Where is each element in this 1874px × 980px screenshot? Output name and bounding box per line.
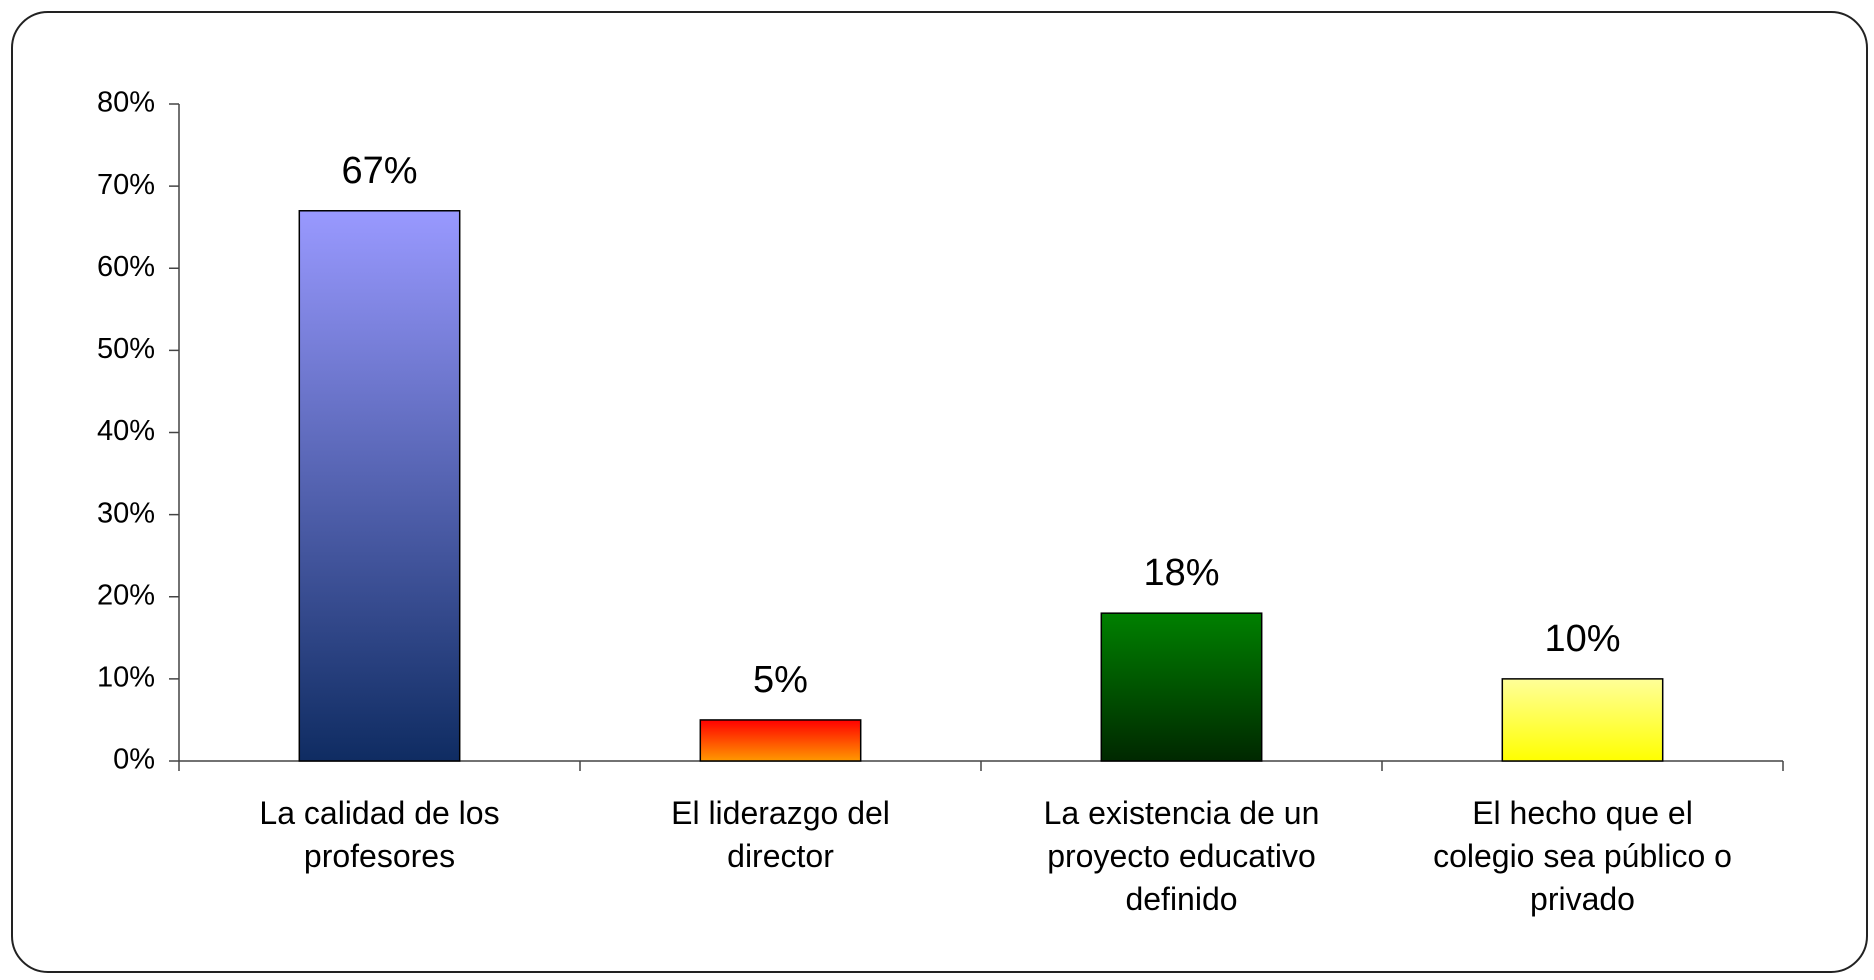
y-tick-label: 60% (97, 251, 155, 283)
value-label: 18% (1143, 552, 1219, 594)
bar (699, 719, 862, 762)
frame (11, 11, 1868, 973)
y-tick-label: 10% (97, 662, 155, 694)
bar (1100, 612, 1263, 762)
y-tick-label: 50% (97, 333, 155, 365)
y-tick-label: 80% (97, 87, 155, 119)
y-tick-label: 30% (97, 497, 155, 529)
y-tick-label: 0% (113, 744, 155, 776)
x-tick-label: La existencia de un proyecto educativo d… (1043, 795, 1320, 917)
x-tick-label: El hecho que el colegio sea público o pr… (1433, 795, 1732, 917)
value-label: 10% (1544, 618, 1620, 660)
y-tick-label: 40% (97, 415, 155, 447)
y-tick-label: 70% (97, 169, 155, 201)
x-tick-label: La calidad de los profesores (259, 795, 500, 874)
x-tick-label: El liderazgo del director (671, 795, 890, 874)
bar (298, 210, 461, 762)
bar (1501, 678, 1664, 762)
value-label: 67% (341, 150, 417, 192)
y-tick-label: 20% (97, 579, 155, 611)
value-label: 5% (753, 659, 808, 701)
